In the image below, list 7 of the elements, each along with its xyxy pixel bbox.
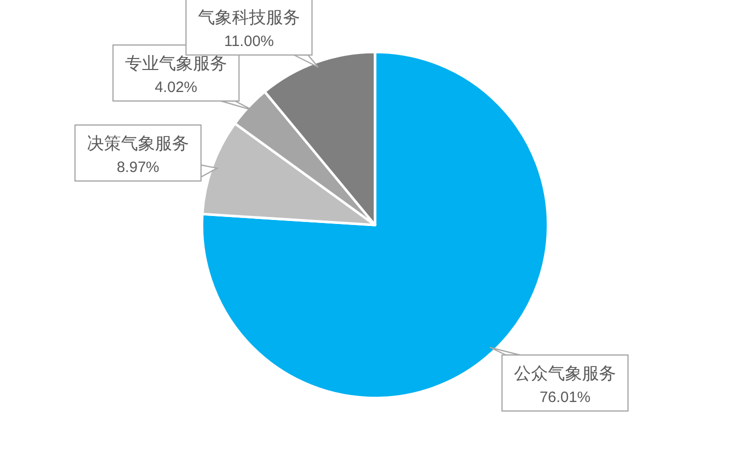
data-label: 4.02% <box>154 79 198 96</box>
slice-label: 专业气象服务 <box>125 54 227 74</box>
data-label: 8.97% <box>116 159 160 176</box>
slice-label: 决策气象服务 <box>87 134 189 154</box>
data-label: 76.01% <box>540 389 590 406</box>
slice-label: 气象科技服务 <box>198 8 300 28</box>
slice-label: 公众气象服务 <box>514 364 616 384</box>
